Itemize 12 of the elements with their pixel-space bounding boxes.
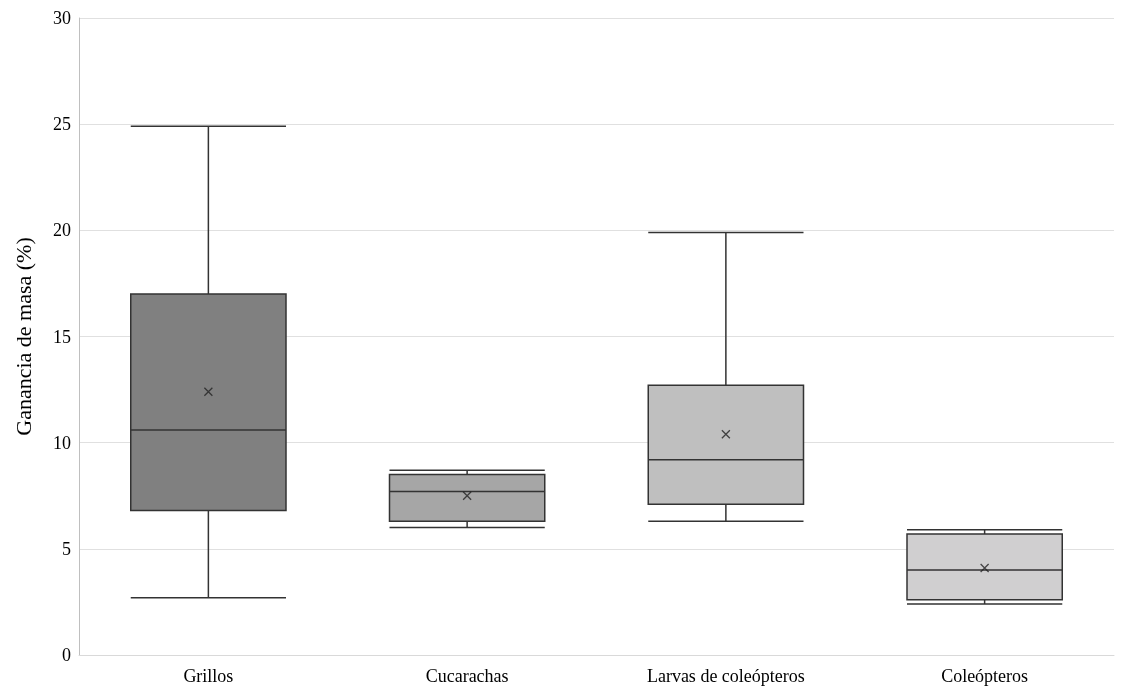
- y-tick-label: 0: [62, 645, 71, 665]
- y-tick-label: 25: [53, 114, 71, 135]
- x-tick-label: Coleópteros: [941, 666, 1029, 686]
- x-tick-label: Cucarachas: [425, 666, 509, 686]
- x-tick-label: Grillos: [183, 666, 234, 686]
- y-tick-label: 10: [53, 432, 71, 453]
- x-tick-label: Larvas de coleópteros: [646, 666, 805, 686]
- y-tick-label: 5: [62, 538, 71, 559]
- y-tick-label: 30: [53, 8, 71, 28]
- y-tick-label: 15: [53, 326, 71, 347]
- y-axis-title: Ganancia de masa (%): [10, 237, 36, 436]
- y-tick-label: 20: [53, 220, 71, 241]
